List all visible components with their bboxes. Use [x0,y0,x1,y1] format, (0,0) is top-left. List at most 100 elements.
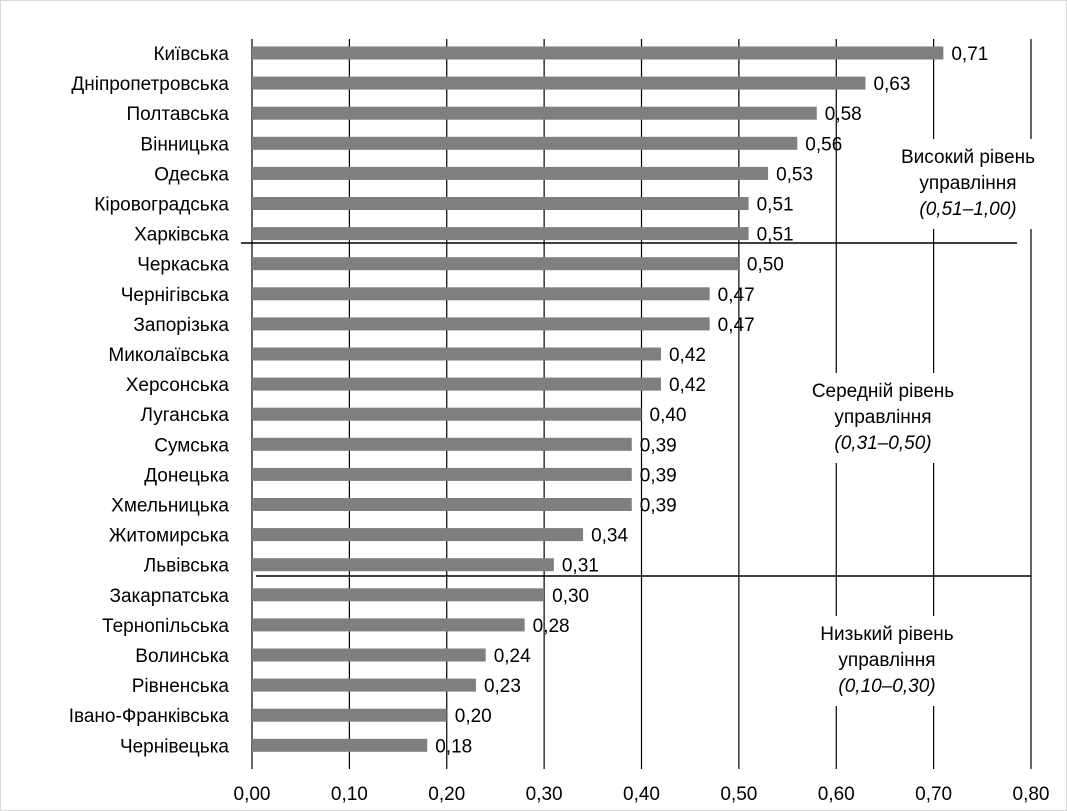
x-tick-label: 0,50 [720,784,757,805]
category-label: Запорізька [133,315,229,336]
zone-separators [241,242,1031,577]
category-label: Хмельницька [111,496,229,517]
category-label: Київська [153,44,229,65]
zone-label-line1: Середній рівень [812,381,954,402]
data-label: 0,24 [494,646,531,667]
category-label: Дніпропетровська [71,74,229,95]
category-label: Тернопільська [102,616,229,637]
labels: 0,00 0,10 0,20 0,30 0,40 0,50 0,60 0,70 0,80 Київ… [69,44,1050,805]
bar [252,708,447,722]
category-label: Полтавська [126,104,229,125]
category-label: Одеська [154,164,229,185]
bar [252,648,486,662]
category-label: Луганська [141,405,230,426]
data-label: 0,31 [562,556,599,577]
data-label: 0,47 [718,315,755,336]
x-tick-label: 0,70 [915,784,952,805]
data-label: 0,39 [640,435,677,456]
category-label: Миколаївська [108,345,229,366]
bar [252,588,545,602]
data-label: 0,34 [591,526,628,547]
data-label: 0,39 [640,496,677,517]
zone-label-line1: Високий рівень [901,147,1035,168]
bar [252,317,710,331]
zone-label-bg [806,616,968,706]
x-tick-label: 0,80 [1013,784,1050,805]
category-label: Волинська [135,646,229,667]
bar [252,377,661,391]
zone-annotations: Високий рівень управління (0,51–1,00) Серед… [801,139,1057,706]
x-tick-label: 0,60 [818,784,855,805]
data-label: 0,28 [533,616,570,637]
data-label: 0,63 [873,74,910,95]
zone-label-bg [879,139,1057,229]
bar [252,467,632,481]
category-label: Чернівецька [120,736,229,757]
category-label: Рівненська [132,676,230,697]
zone-range-label: (0,51–1,00) [919,199,1016,220]
bar [252,76,866,90]
bars [252,46,944,752]
data-label: 0,30 [552,586,589,607]
data-label: 0,42 [669,375,706,396]
zone-range-label: (0,10–0,30) [838,676,935,697]
data-label: 0,40 [650,405,687,426]
data-label: 0,47 [718,285,755,306]
data-label: 0,42 [669,345,706,366]
bar [252,558,554,572]
zone-label-line2: управління [834,407,931,428]
bar [252,437,632,451]
bar [252,197,749,210]
x-tick-label: 0,00 [234,784,271,805]
category-label: Вінницька [140,134,229,155]
x-tick-label: 0,30 [526,784,563,805]
bar [252,287,710,301]
category-label: Херсонська [126,375,230,396]
bar [252,166,769,180]
bar [252,46,944,60]
category-label: Івано-Франківська [69,706,230,727]
bar [252,106,817,120]
category-label: Сумська [154,435,229,456]
data-label: 0,39 [640,465,677,486]
data-label: 0,18 [435,736,472,757]
bar [252,257,739,271]
zone-label-line1: Низький рівень [820,624,953,645]
data-label: 0,20 [455,706,492,727]
zone-label-bg [801,373,967,463]
bar [252,618,525,632]
data-label: 0,71 [951,44,988,65]
bar [252,136,798,150]
category-label: Чернігівська [121,285,230,306]
category-label: Житомирська [109,526,230,547]
category-label: Донецька [144,465,229,486]
bar [252,347,661,361]
x-tick-label: 0,20 [428,784,465,805]
data-label: 0,50 [747,255,784,276]
bar [252,738,428,752]
data-label: 0,51 [757,225,794,246]
x-tick-label: 0,10 [331,784,368,805]
data-label: 0,58 [825,104,862,125]
category-label: Закарпатська [109,586,229,607]
bar [252,678,476,692]
category-label: Львівська [144,556,230,577]
data-label: 0,53 [776,164,813,185]
data-label: 0,23 [484,676,521,697]
zone-label-line2: управління [919,173,1016,194]
zone-range-label: (0,31–0,50) [834,433,931,454]
bar [252,407,642,421]
bar [252,528,584,542]
data-label: 0,56 [805,134,842,155]
data-label: 0,51 [757,195,794,216]
zone-label-line2: управління [838,650,935,671]
x-tick-label: 0,40 [623,784,660,805]
bar [252,498,632,511]
bar [252,227,749,241]
category-label: Харківська [134,225,229,246]
category-label: Черкаська [137,255,229,276]
category-label: Кіровоградська [94,195,229,216]
gridlines [251,39,1032,769]
